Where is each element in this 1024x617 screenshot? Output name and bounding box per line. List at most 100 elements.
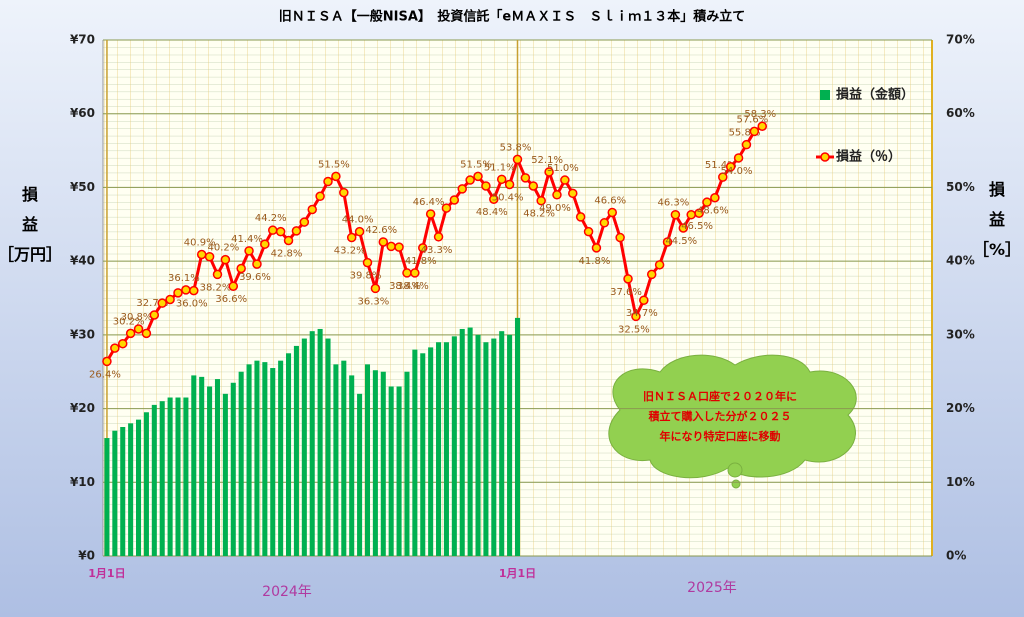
marker <box>346 232 357 243</box>
legend-label: 損益（金額） <box>836 87 914 103</box>
marker <box>686 209 696 220</box>
callout-dot <box>727 462 743 478</box>
y-tick-label: ¥10 <box>70 475 95 489</box>
marker <box>741 139 752 150</box>
callout-text: 年になり特定口座に移動 <box>660 429 781 443</box>
marker <box>117 338 128 349</box>
marker <box>236 263 246 274</box>
bar <box>278 360 284 556</box>
marker <box>662 237 673 247</box>
bar <box>151 404 157 556</box>
marker <box>196 249 207 260</box>
bar <box>404 371 410 556</box>
bar <box>388 386 394 556</box>
marker <box>718 172 728 182</box>
marker <box>544 167 554 177</box>
marker <box>528 181 539 191</box>
bar <box>412 349 418 556</box>
bar <box>372 370 378 556</box>
marker <box>702 197 712 207</box>
marker <box>678 223 689 233</box>
legend-swatch <box>820 152 830 162</box>
marker <box>733 153 744 163</box>
data-label: 30.8% <box>121 312 153 323</box>
bar <box>333 364 339 556</box>
bar <box>230 382 236 556</box>
y2-tick-label: 50% <box>946 180 975 194</box>
marker <box>228 281 239 291</box>
marker <box>354 226 365 237</box>
marker <box>552 190 562 200</box>
y-tick-label: ¥30 <box>70 327 95 341</box>
marker <box>252 259 262 269</box>
marker <box>386 241 396 252</box>
bar <box>191 375 197 556</box>
bar <box>491 338 497 556</box>
bar <box>301 338 307 556</box>
marker <box>212 269 223 280</box>
data-label: 39.8% <box>350 271 382 282</box>
marker <box>181 285 191 295</box>
marker <box>339 187 349 198</box>
data-label: 57.6% <box>736 114 768 125</box>
data-label: 44.0% <box>342 215 374 226</box>
marker <box>291 226 302 236</box>
marker <box>639 295 649 305</box>
data-label: 41.4% <box>231 234 263 245</box>
bar <box>214 379 221 556</box>
marker <box>402 268 412 278</box>
bar <box>349 375 355 556</box>
bar <box>380 371 386 556</box>
y2-axis-label: 損益［%］ <box>973 180 1021 259</box>
data-label: 26.4% <box>89 369 121 380</box>
bar <box>120 427 126 556</box>
y-tick-label: ¥70 <box>70 33 95 47</box>
marker <box>307 204 317 215</box>
marker <box>433 232 444 242</box>
marker <box>710 192 720 203</box>
bar <box>254 360 260 556</box>
data-label: 40.9% <box>184 238 216 249</box>
marker <box>496 174 507 185</box>
marker <box>315 191 325 202</box>
marker <box>283 235 294 246</box>
data-label: 42.6% <box>365 225 397 236</box>
bar <box>128 423 134 556</box>
data-label: 32.7% <box>136 298 168 309</box>
y-axis-label: 損益［万円］ <box>0 185 62 264</box>
y-tick-label: ¥50 <box>70 180 95 194</box>
marker <box>441 203 452 213</box>
marker <box>481 181 491 191</box>
bar <box>293 345 299 556</box>
data-label: 48.4% <box>476 207 508 218</box>
callout: 旧ＮＩＳＡ口座で２０２０年に 積立て購入した分が２０２５ 年になり特定口座に移動 <box>608 354 857 489</box>
bar <box>364 364 371 556</box>
bar <box>175 397 181 556</box>
marker <box>133 324 144 334</box>
marker <box>149 310 160 320</box>
data-label: 38.2% <box>200 282 232 293</box>
y2-tick-label: 40% <box>946 254 975 268</box>
marker <box>670 209 681 220</box>
bar <box>357 393 363 556</box>
bar <box>483 342 489 556</box>
data-label: 49.0% <box>539 203 571 214</box>
y2-tick-label: 20% <box>946 401 975 415</box>
marker <box>489 194 499 204</box>
bar <box>467 327 473 556</box>
marker <box>560 175 570 185</box>
bar <box>136 419 142 556</box>
year-label: 2024年 <box>262 584 312 600</box>
y-tick-label: ¥0 <box>78 549 95 563</box>
data-label: 39.6% <box>239 272 271 283</box>
bar <box>246 364 252 556</box>
marker <box>583 226 594 237</box>
bar <box>222 393 228 556</box>
bar <box>507 334 513 556</box>
marker <box>378 237 389 247</box>
marker <box>394 242 404 252</box>
marker <box>267 225 278 235</box>
marker <box>189 285 199 296</box>
data-label: 36.1% <box>168 273 200 284</box>
